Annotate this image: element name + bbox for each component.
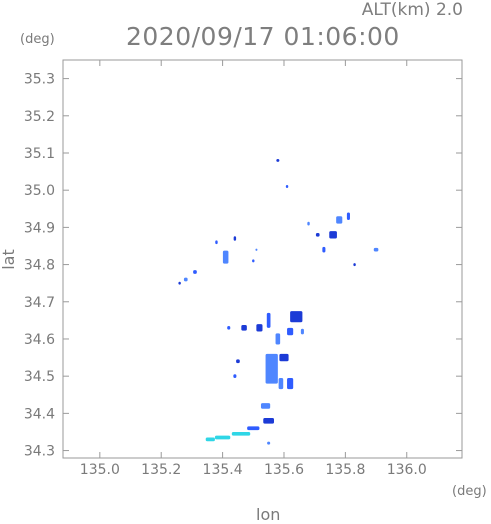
echo-cell	[236, 359, 240, 364]
y-axis-unit: (deg)	[20, 32, 55, 47]
echo-cell	[322, 246, 326, 253]
y-tick-label: 34.8	[24, 258, 55, 274]
echo-cell	[256, 324, 263, 332]
y-tick-label: 34.5	[24, 369, 55, 385]
y-tick-label: 35.2	[24, 109, 55, 125]
y-tick-label: 34.6	[24, 332, 55, 348]
echo-cell	[252, 259, 255, 263]
echo-cell	[287, 378, 294, 390]
echo-cell	[183, 277, 188, 282]
echo-cell	[275, 333, 281, 345]
x-tick-label: 135.8	[325, 462, 365, 478]
echo-cell	[178, 281, 181, 285]
x-tick-label: 135.4	[203, 462, 243, 478]
echo-cell	[255, 248, 258, 251]
echo-cell	[353, 263, 356, 267]
y-tick-label: 34.7	[24, 295, 55, 311]
echo-cell	[329, 231, 337, 239]
y-tick-label: 35.3	[24, 72, 55, 88]
plot-frame	[62, 59, 463, 459]
y-tick-label: 34.3	[24, 444, 55, 460]
echo-cell	[193, 270, 197, 274]
x-tick-label: 136.0	[387, 462, 427, 478]
echo-cell	[241, 325, 247, 331]
y-tick-label: 34.9	[24, 220, 55, 236]
echo-cell	[300, 328, 304, 335]
echo-cell	[233, 374, 237, 379]
echo-cells	[178, 158, 379, 445]
echo-cell	[265, 353, 278, 384]
echo-cell	[307, 221, 310, 226]
echo-cell	[263, 418, 275, 424]
echo-cell	[222, 250, 229, 264]
x-tick-label: 135.0	[80, 462, 120, 478]
echo-cell	[227, 325, 231, 330]
echo-cell	[336, 216, 343, 224]
chart-subtitle: ALT(km) 2.0	[361, 0, 463, 20]
x-axis-label: lon	[256, 505, 281, 524]
echo-cell	[260, 403, 271, 409]
echo-cell	[214, 435, 231, 440]
echo-cell	[373, 247, 379, 252]
echo-cell	[266, 312, 271, 328]
x-tick-label: 135.6	[264, 462, 304, 478]
echo-cell	[278, 378, 284, 390]
echo-cell	[290, 311, 303, 323]
echo-cell	[287, 327, 294, 336]
echo-cell	[285, 184, 289, 188]
y-tick-label: 35.0	[24, 183, 55, 199]
y-tick-label: 35.1	[24, 146, 55, 162]
echo-cell	[279, 353, 289, 362]
echo-cell	[231, 431, 251, 436]
echo-cell	[276, 158, 280, 162]
chart-title: 2020/09/17 01:06:00	[126, 22, 400, 51]
echo-cell	[205, 437, 215, 442]
x-tick-label: 135.2	[141, 462, 181, 478]
echo-cell	[267, 441, 271, 445]
echo-cell	[215, 240, 218, 245]
axis-ticks: 34.3 34.4 34.5 34.6 34.7 34.8 34.9 35.0 35.1 35.2…	[24, 60, 462, 478]
echo-cell	[233, 236, 237, 241]
echo-cell	[247, 426, 260, 431]
echo-cell	[346, 212, 350, 220]
y-tick-label: 34.4	[24, 406, 55, 422]
x-axis-unit: (deg)	[452, 484, 487, 499]
echo-cell	[315, 232, 320, 237]
